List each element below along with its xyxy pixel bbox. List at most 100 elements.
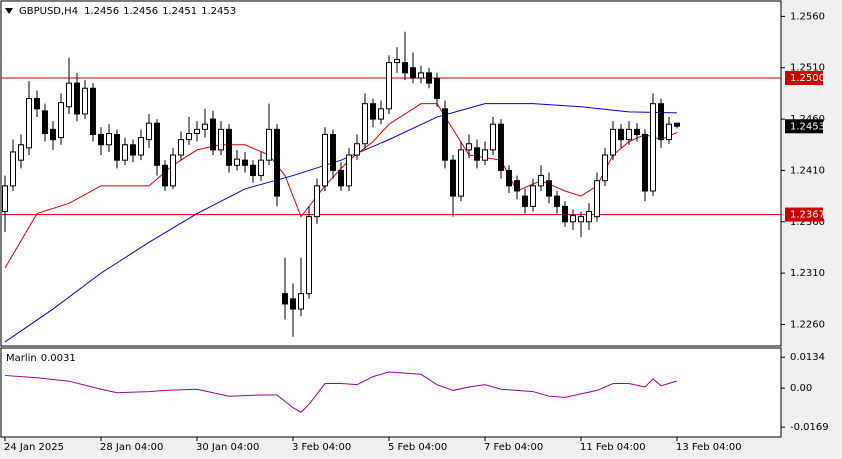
candle-body bbox=[2, 185, 8, 213]
candle-body bbox=[426, 72, 432, 84]
candle-body bbox=[498, 123, 504, 171]
candle-body bbox=[466, 143, 472, 151]
x-tick-label: 28 Jan 04:00 bbox=[100, 442, 163, 453]
level-label-box bbox=[785, 207, 823, 222]
x-tick-label: 30 Jan 04:00 bbox=[196, 442, 259, 453]
candle-body bbox=[34, 98, 40, 110]
indicator-label: Marlin 0.0031 bbox=[6, 353, 76, 364]
candle-body bbox=[74, 82, 80, 115]
candle-body bbox=[186, 132, 192, 141]
candle-body bbox=[42, 110, 48, 134]
candle-body bbox=[674, 122, 680, 127]
candle-body bbox=[458, 149, 464, 197]
candle-body bbox=[338, 169, 344, 187]
candle-body bbox=[442, 108, 448, 161]
candle-body bbox=[130, 144, 136, 156]
candle-body bbox=[218, 128, 224, 151]
candle-body bbox=[314, 185, 320, 218]
indicator-tick-label: 0.0134 bbox=[790, 352, 825, 363]
candle-body bbox=[610, 128, 616, 156]
level-label: 1.2500 bbox=[790, 73, 825, 84]
y-tick-label: 1.2410 bbox=[790, 165, 825, 176]
candle-body bbox=[274, 128, 280, 197]
candle-body bbox=[618, 128, 624, 141]
candle-body bbox=[162, 164, 168, 187]
candle-body bbox=[210, 118, 216, 151]
price-label: 1.2453 bbox=[790, 121, 825, 132]
moving-average bbox=[4, 103, 678, 343]
candle-body bbox=[586, 211, 592, 223]
level-label: 1.2367 bbox=[790, 210, 825, 221]
candle-body bbox=[354, 143, 360, 156]
candle-body bbox=[66, 82, 72, 108]
symbol: GBPUSD,H4 bbox=[19, 6, 78, 17]
indicator-line bbox=[4, 371, 678, 413]
indicator-tick-label: -0.0169 bbox=[790, 422, 829, 433]
candle-body bbox=[106, 132, 112, 146]
candle-body bbox=[578, 216, 584, 223]
chart-header: GBPUSD,H4 1.2456 1.2456 1.2451 1.2453 bbox=[19, 6, 236, 17]
candle-body bbox=[146, 122, 152, 141]
indicator-name: Marlin bbox=[6, 353, 37, 364]
candle-body bbox=[138, 137, 144, 156]
candle-body bbox=[26, 98, 32, 149]
x-tick-label: 13 Feb 04:00 bbox=[676, 442, 742, 453]
candle-body bbox=[434, 77, 440, 100]
candle-body bbox=[346, 154, 352, 187]
candle-body bbox=[114, 133, 120, 161]
candle-body bbox=[666, 123, 672, 141]
x-tick-label: 7 Feb 04:00 bbox=[484, 442, 543, 453]
price-label-box bbox=[785, 119, 823, 134]
candle-body bbox=[298, 293, 304, 310]
y-tick-label: 1.2510 bbox=[790, 63, 825, 74]
candle-body bbox=[474, 147, 480, 161]
candle-body bbox=[202, 123, 208, 130]
candle-body bbox=[450, 159, 456, 197]
candle-body bbox=[122, 144, 128, 161]
indicator-value: 0.0031 bbox=[41, 353, 76, 364]
candle-body bbox=[658, 103, 664, 141]
candle-body bbox=[258, 159, 264, 177]
candle-body bbox=[506, 169, 512, 187]
candle-body bbox=[226, 128, 232, 166]
candle-body bbox=[546, 180, 552, 197]
candle-body bbox=[90, 87, 96, 135]
candle-body bbox=[10, 151, 16, 187]
candle-body bbox=[530, 185, 536, 207]
candle-body bbox=[650, 103, 656, 192]
header-low: 1.2451 bbox=[162, 6, 197, 17]
x-tick-label: 5 Feb 04:00 bbox=[388, 442, 447, 453]
y-tick-label: 1.2310 bbox=[790, 268, 825, 279]
candle-body bbox=[178, 139, 184, 156]
candle-body bbox=[642, 133, 648, 192]
candle-body bbox=[538, 175, 544, 187]
collapse-triangle[interactable] bbox=[5, 8, 13, 14]
candle-body bbox=[266, 128, 272, 161]
candle-body bbox=[482, 149, 488, 161]
candle-body bbox=[50, 128, 56, 141]
candle-body bbox=[418, 72, 424, 79]
x-tick-label: 11 Feb 04:00 bbox=[580, 442, 646, 453]
candle-body bbox=[362, 103, 368, 145]
candle-body bbox=[394, 59, 400, 64]
candle-body bbox=[410, 67, 416, 79]
candle-body bbox=[378, 108, 384, 120]
header-high: 1.2456 bbox=[123, 6, 158, 17]
candle-body bbox=[522, 195, 528, 207]
header-open: 1.2456 bbox=[84, 6, 119, 17]
level-label-box bbox=[785, 71, 823, 86]
candle-body bbox=[58, 102, 64, 139]
y-tick-label: 1.2260 bbox=[790, 319, 825, 330]
candle-body bbox=[370, 103, 376, 120]
x-tick-label: 3 Feb 04:00 bbox=[292, 442, 351, 453]
candle-body bbox=[570, 215, 576, 223]
candle-body bbox=[154, 122, 160, 166]
candle-body bbox=[250, 164, 256, 177]
candle-body bbox=[18, 144, 24, 161]
candle-body bbox=[402, 62, 408, 74]
main-pane bbox=[0, 0, 782, 347]
candle-body bbox=[594, 180, 600, 218]
candle-body bbox=[82, 87, 88, 115]
candle-body bbox=[562, 205, 568, 223]
